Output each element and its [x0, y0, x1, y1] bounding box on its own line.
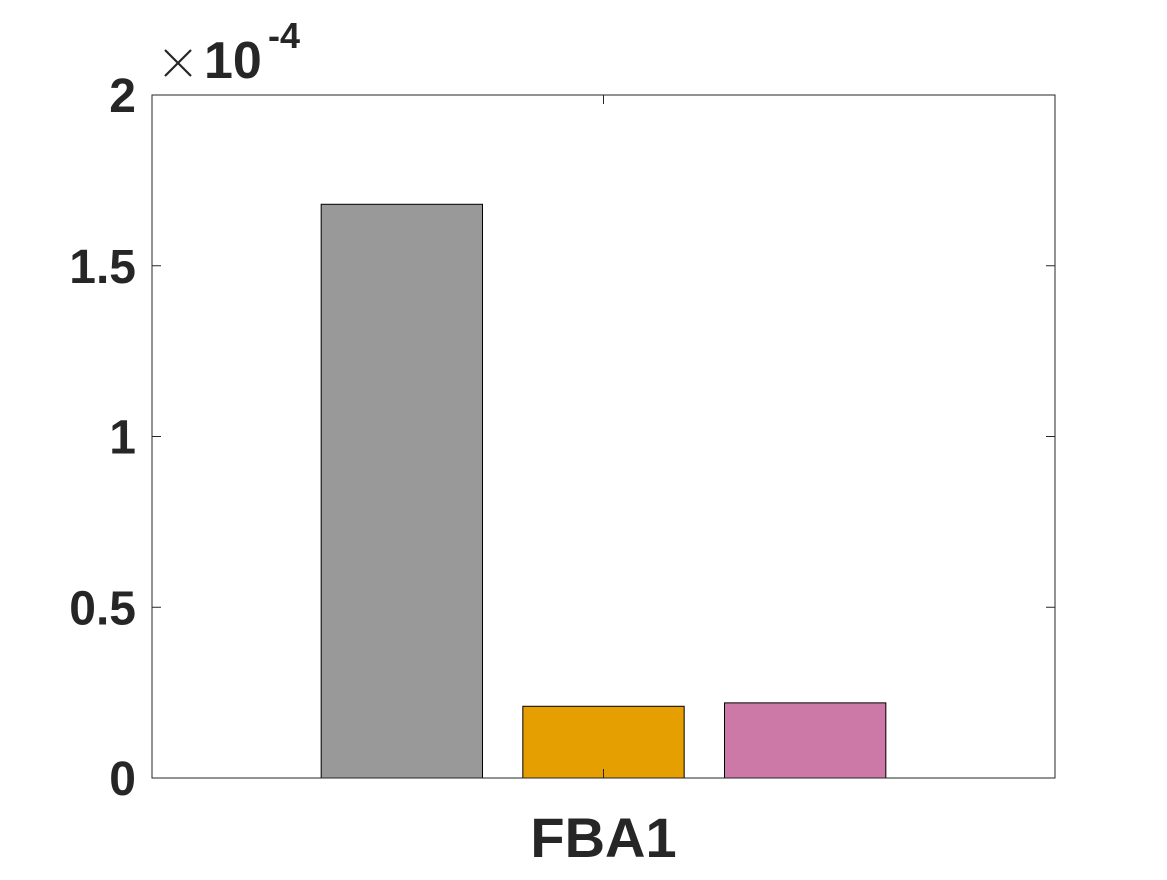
exponent-base: 10 — [204, 32, 262, 90]
bars-group — [320, 203, 887, 779]
bar-2 — [522, 705, 685, 779]
plot-box — [151, 94, 1056, 779]
y-tick-label: 2 — [109, 70, 136, 123]
times-symbol-stroke-2 — [164, 49, 192, 77]
y-tick-label: 0.5 — [69, 582, 136, 635]
bar-1 — [320, 203, 483, 779]
axes-group — [151, 94, 1056, 779]
y-tick-label: 1.5 — [69, 241, 136, 294]
y-tick-label: 1 — [109, 412, 136, 465]
x-category-label: FBA1 — [530, 806, 676, 869]
exponent-power: -4 — [268, 15, 300, 56]
y-exponent-label: 10 -4 — [164, 15, 300, 90]
bar-3 — [724, 702, 887, 779]
y-tick-label: 0 — [109, 753, 136, 806]
labels-group: 0 0.5 1 1.5 2 FBA1 10 -4 — [69, 15, 676, 869]
